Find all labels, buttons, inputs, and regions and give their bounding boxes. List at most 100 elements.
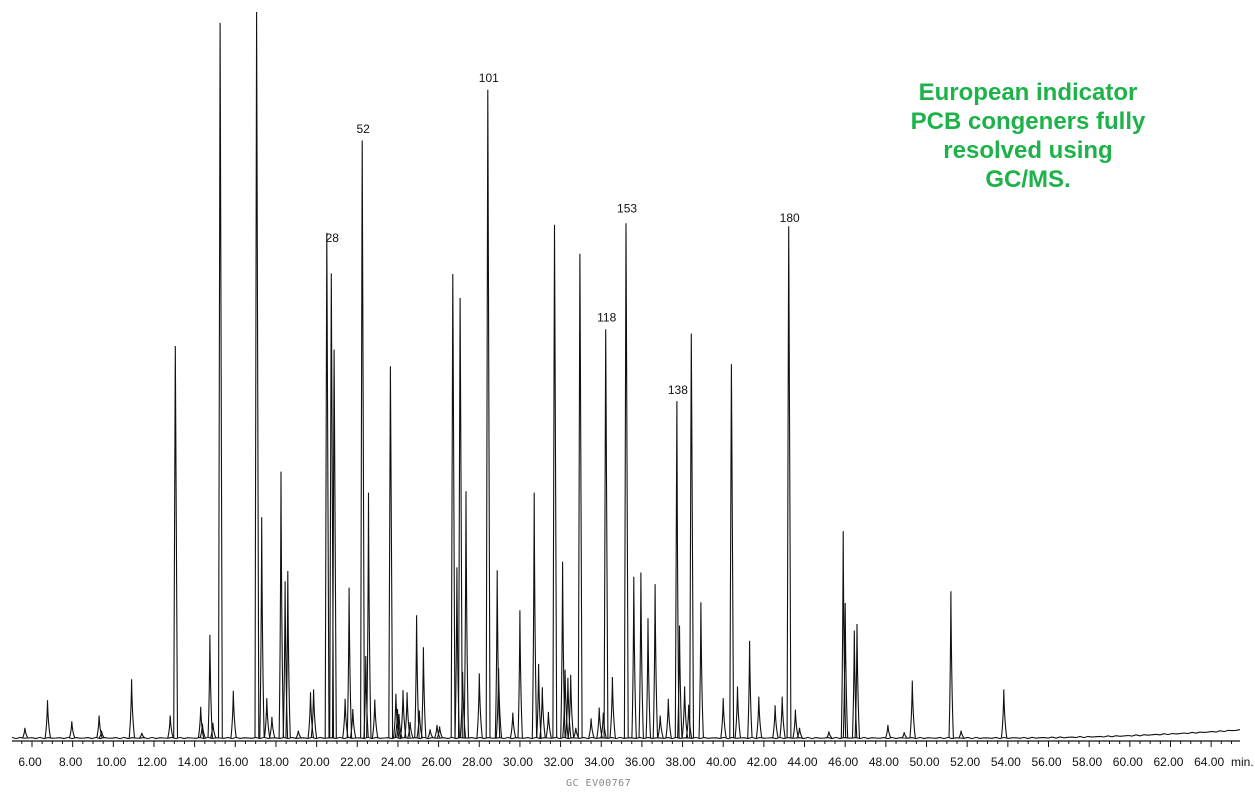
peak-27: [331, 349, 337, 739]
peak-61: [539, 687, 546, 739]
x-tick-label: 30.00: [503, 755, 533, 769]
peak-44: [420, 647, 427, 739]
peak-trace-group: [11, 11, 1241, 740]
x-tick-label: 12.00: [137, 755, 167, 769]
x-tick-label: 20.00: [300, 755, 330, 769]
annotation-text: European indicator PCB congeners fully r…: [910, 79, 1146, 193]
peak-17: [263, 698, 271, 739]
peak-8: [173, 345, 179, 739]
peak-22: [295, 730, 302, 739]
peak-80: [657, 715, 664, 739]
peak-label-180: 180: [780, 211, 800, 225]
peak-12: [209, 722, 217, 739]
x-tick-label: 42.00: [747, 755, 777, 769]
peak-84: [681, 686, 689, 739]
peak-74: [609, 676, 616, 739]
x-axis: 6.00 8.00 10.00 12.00 14.00 16.00 18.00 20.00 22…: [12, 740, 1254, 769]
peak-102: [854, 623, 861, 739]
peak-25: [324, 232, 330, 739]
x-tick-label: 40.00: [706, 755, 736, 769]
peak-93: [772, 705, 779, 739]
peak-97: [796, 727, 803, 739]
peak-41: [407, 721, 414, 739]
x-tick-label: 54.00: [991, 755, 1021, 769]
peak-79: [652, 584, 659, 739]
peak-label-101: 101: [479, 71, 499, 85]
peak-1: [44, 700, 52, 739]
peak-11: [207, 634, 213, 739]
peak-label-118: 118: [597, 311, 616, 325]
peak-39: [400, 690, 407, 739]
peak-88: [720, 698, 727, 739]
x-tick-label: 32.00: [544, 755, 574, 769]
x-tick-label: 26.00: [422, 755, 452, 769]
peak-47: [436, 726, 444, 739]
peak-35: [388, 366, 394, 739]
peak-18: [268, 716, 276, 739]
x-tick-label: 6.00: [18, 755, 42, 769]
peak-94: [779, 696, 786, 739]
peak-56: [495, 668, 503, 739]
peak-85: [685, 704, 693, 739]
peak-24: [310, 689, 318, 739]
peak-82: [674, 401, 680, 739]
peak-13: [217, 22, 223, 739]
peak-75: [623, 223, 629, 739]
x-tick-label: 16.00: [218, 755, 248, 769]
peak-77: [638, 572, 644, 739]
peak-87: [698, 602, 704, 739]
peak-59: [531, 492, 538, 739]
peak-0: [22, 727, 29, 739]
peak-67: [567, 674, 575, 739]
x-tick-label: 60.00: [1113, 755, 1143, 769]
x-tick-label: 34.00: [584, 755, 614, 769]
x-tick-label: 18.00: [259, 755, 289, 769]
x-tick-label: 58.00: [1072, 755, 1102, 769]
x-tick-label: 52.00: [950, 755, 980, 769]
x-tick-label: 56.00: [1031, 755, 1061, 769]
peak-label-52: 52: [356, 122, 370, 136]
peak-29: [346, 587, 353, 739]
peak-78: [645, 618, 652, 739]
peak-106: [948, 591, 954, 739]
peak-label-group: 28 52 101 118 153 138 180: [326, 71, 800, 397]
peak-54: [485, 89, 491, 739]
x-tick-label: 62.00: [1153, 755, 1183, 769]
peak-63: [552, 224, 558, 739]
baseline-trace: [11, 729, 1241, 740]
peak-37: [394, 708, 402, 739]
x-tick-label: 10.00: [96, 755, 126, 769]
peak-label-28: 28: [326, 231, 340, 245]
peak-90: [734, 686, 742, 739]
peak-6: [139, 732, 146, 739]
peak-100: [842, 602, 849, 739]
peak-40: [404, 692, 411, 739]
peak-42: [414, 615, 420, 739]
x-axis-unit-label: min.: [1231, 755, 1254, 769]
peak-76: [631, 576, 637, 739]
peak-45: [427, 729, 434, 739]
peak-89: [729, 364, 735, 739]
peak-55: [494, 570, 501, 739]
peak-21: [285, 570, 291, 739]
x-tick-label: 38.00: [666, 755, 696, 769]
peak-2: [68, 721, 76, 739]
peak-69: [577, 253, 583, 739]
peak-98: [826, 731, 833, 739]
peak-105: [909, 680, 916, 739]
peak-48: [450, 274, 456, 739]
x-tick-label: 28.00: [462, 755, 492, 769]
peak-31: [360, 140, 365, 739]
peak-9: [197, 706, 205, 739]
peak-72: [600, 712, 607, 739]
peak-92: [755, 696, 763, 739]
peak-15: [254, 11, 260, 739]
peak-33: [366, 492, 372, 739]
x-tick-label: 22.00: [340, 755, 370, 769]
peak-4: [98, 730, 105, 739]
x-tick-label: 64.00: [1194, 755, 1224, 769]
x-tick-label: 46.00: [828, 755, 858, 769]
peak-104: [901, 732, 908, 739]
x-tick-label: 8.00: [59, 755, 83, 769]
